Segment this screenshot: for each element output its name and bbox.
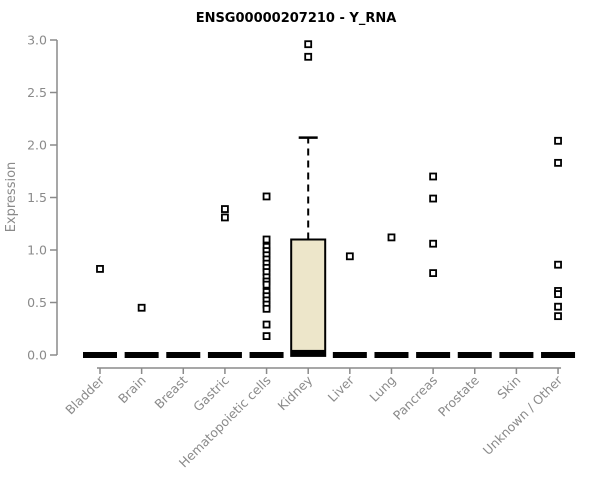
y-axis-label: Expression bbox=[4, 162, 19, 233]
boxplot-kidney bbox=[290, 40, 327, 357]
median-bar bbox=[332, 352, 367, 358]
outlier-point bbox=[554, 158, 562, 167]
category-label: Kidney bbox=[275, 372, 316, 413]
boxplot-gastric bbox=[207, 205, 242, 358]
category-label: Liver bbox=[325, 372, 358, 405]
boxplot-brain bbox=[124, 303, 159, 358]
outlier-point bbox=[554, 312, 562, 321]
chart-title: ENSG00000207210 - Y_RNA bbox=[196, 11, 397, 26]
boxplot-unknown-other bbox=[541, 136, 576, 358]
category-label: Gastric bbox=[190, 372, 232, 414]
category-label: Bladder bbox=[62, 372, 107, 417]
boxplot-liver bbox=[332, 252, 367, 358]
y-tick-label: 0.0 bbox=[27, 348, 47, 363]
boxplot-prostate bbox=[457, 352, 492, 358]
median-bar bbox=[291, 349, 326, 356]
outlier-point bbox=[137, 303, 146, 312]
outlier-point bbox=[262, 192, 271, 201]
y-tick-label: 1.5 bbox=[27, 190, 47, 205]
outlier-point bbox=[262, 304, 271, 313]
outlier-point bbox=[554, 260, 562, 269]
category-label: Pancreas bbox=[390, 373, 440, 423]
y-tick-label: 2.0 bbox=[27, 138, 47, 153]
outlier-point bbox=[96, 264, 104, 273]
boxplot-series bbox=[83, 40, 576, 358]
y-tick-label: 1.0 bbox=[27, 243, 47, 258]
outlier-point bbox=[387, 233, 396, 242]
boxplot-breast bbox=[166, 352, 201, 358]
boxplot-bladder bbox=[83, 264, 117, 358]
median-bar bbox=[249, 352, 284, 358]
box bbox=[290, 238, 327, 357]
median-bar bbox=[374, 352, 409, 358]
median-bar bbox=[416, 352, 451, 358]
boxplot-pancreas bbox=[416, 172, 451, 358]
category-label: Unknown / Other bbox=[480, 372, 566, 458]
category-label: Breast bbox=[151, 372, 190, 411]
outlier-point bbox=[262, 332, 271, 341]
outlier-point bbox=[262, 320, 271, 329]
y-tick-label: 3.0 bbox=[27, 33, 47, 48]
outlier-point bbox=[429, 239, 438, 248]
outlier-point bbox=[429, 269, 438, 278]
outlier-point bbox=[304, 52, 313, 61]
median-bar bbox=[499, 352, 534, 358]
outlier-point bbox=[554, 302, 562, 311]
outlier-point bbox=[429, 172, 438, 181]
median-bar bbox=[124, 352, 159, 358]
y-tick-label: 2.5 bbox=[27, 85, 47, 100]
category-label: Prostate bbox=[435, 372, 482, 419]
outlier-point bbox=[345, 252, 354, 261]
outlier-point bbox=[221, 205, 229, 213]
outlier-point bbox=[262, 235, 271, 244]
boxplot-hematopoietic-cells bbox=[249, 192, 284, 358]
boxplot-skin bbox=[499, 352, 534, 358]
outlier-point bbox=[554, 136, 562, 145]
boxplot-lung bbox=[374, 233, 409, 358]
y-tick-label: 0.5 bbox=[27, 295, 47, 310]
median-bar bbox=[166, 352, 201, 358]
median-bar bbox=[457, 352, 492, 358]
outlier-point bbox=[304, 40, 313, 49]
category-label: Brain bbox=[115, 373, 149, 407]
category-label: Skin bbox=[494, 373, 523, 402]
median-bar bbox=[207, 352, 242, 358]
median-bar bbox=[83, 352, 117, 358]
outlier-point bbox=[262, 280, 271, 289]
outlier-point bbox=[429, 194, 438, 203]
median-bar bbox=[541, 352, 576, 358]
outlier-point bbox=[554, 290, 562, 299]
category-label: Lung bbox=[366, 373, 398, 405]
outlier-point bbox=[221, 213, 229, 222]
